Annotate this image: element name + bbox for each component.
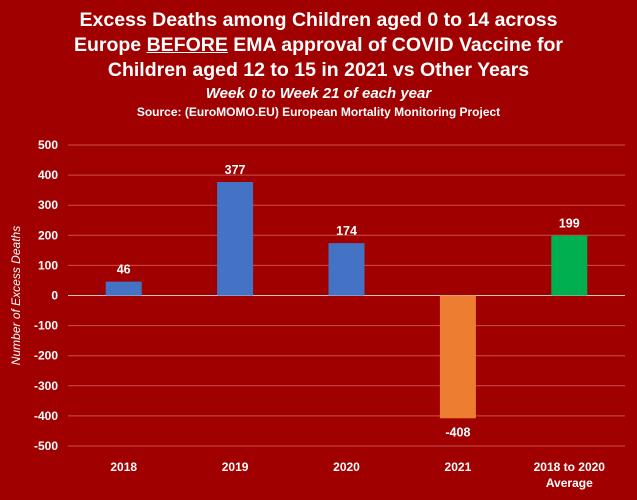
data-label: 174 xyxy=(336,224,357,238)
chart-title-line-2: Europe BEFORE EMA approval of COVID Vacc… xyxy=(0,33,637,58)
data-label: 377 xyxy=(225,163,246,177)
y-tick-label: 0 xyxy=(51,289,58,303)
bar xyxy=(105,281,142,296)
y-tick-label: -300 xyxy=(34,379,58,393)
x-tick-label: 2018 xyxy=(110,460,137,474)
y-tick-label: -500 xyxy=(34,439,58,453)
data-label: 199 xyxy=(559,217,580,231)
x-tick-label: 2018 to 2020 xyxy=(534,460,606,474)
y-tick-label: -200 xyxy=(34,349,58,363)
x-tick-label: 2020 xyxy=(333,460,360,474)
chart-title-line-2-start: Europe xyxy=(73,34,147,56)
y-tick-label: 400 xyxy=(38,168,58,182)
y-tick-label: -100 xyxy=(34,319,58,333)
x-tick-label: Average xyxy=(546,476,593,490)
bar xyxy=(217,182,254,296)
x-tick-label: 2021 xyxy=(445,460,472,474)
chart-title-block: Excess Deaths among Children aged 0 to 1… xyxy=(0,8,637,120)
y-tick-label: -400 xyxy=(34,409,58,423)
chart-title-line-3: Children aged 12 to 15 in 2021 vs Other … xyxy=(107,59,530,81)
y-tick-label: 200 xyxy=(38,228,58,242)
chart-source: Source: (EuroMOMO.EU) European Mortality… xyxy=(136,105,501,119)
bar xyxy=(328,243,365,296)
chart-subtitle: Week 0 to Week 21 of each year xyxy=(205,85,432,102)
chart-title-line-2-end: EMA approval of COVID Vaccine for xyxy=(227,34,564,56)
chart-title-line-1: Excess Deaths among Children aged 0 to 1… xyxy=(79,9,558,31)
chart-title-emphasis: BEFORE xyxy=(146,34,228,56)
x-tick-label: 2019 xyxy=(222,460,249,474)
y-tick-label: 100 xyxy=(38,258,58,272)
data-label: 46 xyxy=(117,263,131,277)
bar xyxy=(551,235,588,296)
data-label: -408 xyxy=(445,425,470,439)
bar xyxy=(439,295,476,419)
y-tick-label: 500 xyxy=(38,138,58,152)
y-tick-label: 300 xyxy=(38,198,58,212)
y-axis-label: Number of Excess Deaths xyxy=(9,226,23,365)
